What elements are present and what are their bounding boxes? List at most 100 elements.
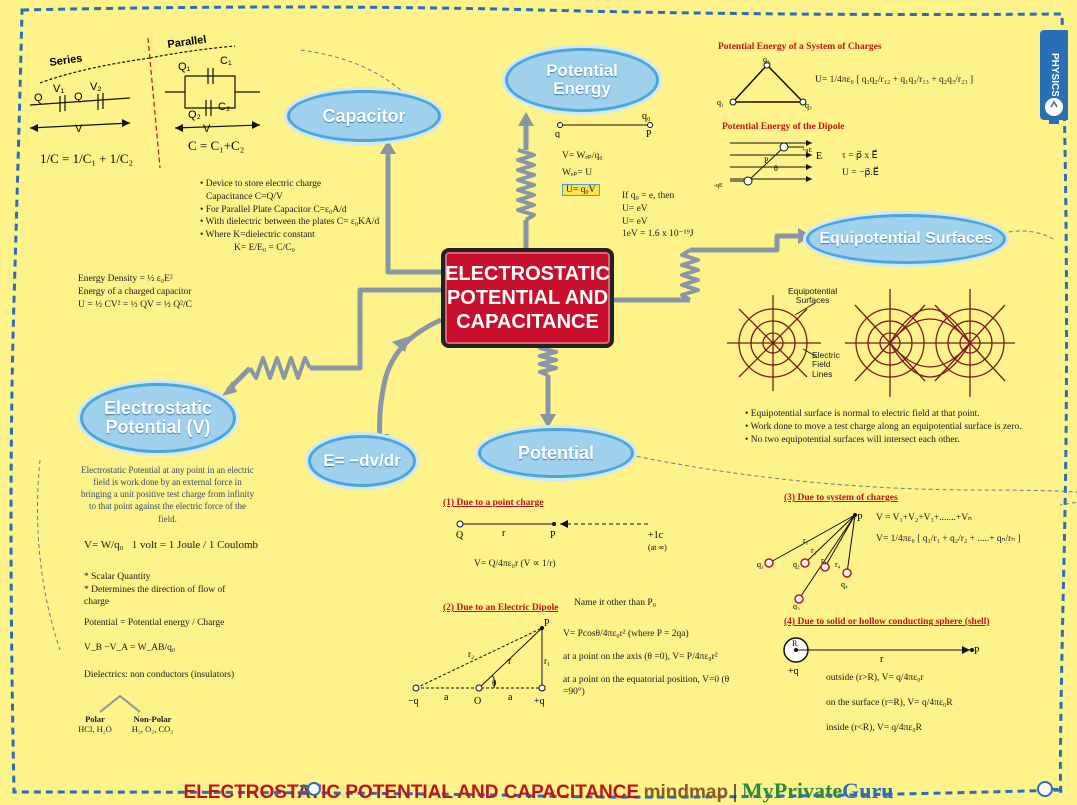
electron-volt-notes: If q₀ = e, then U= eV U= eV 1eV = 1.6 x … — [622, 190, 742, 241]
triangle-q2: q₂ — [763, 55, 770, 64]
pc-p: P — [550, 530, 556, 541]
center-title: ELECTROSTATIC POTENTIAL AND CAPACITANCE — [441, 248, 614, 348]
physics-tab-label: PHYSICS — [1049, 53, 1060, 97]
capacitor-note-6: K= E/E₀ = C/C₀ — [234, 243, 295, 254]
footer-mindmap: mindmap — [643, 782, 729, 803]
equip-point-1: Equipotential surface is normal to elect… — [745, 408, 1035, 421]
series-q: Q — [34, 92, 43, 104]
capacitor-note-5: Where K=dielectric constant — [200, 229, 400, 242]
dipole-plus-q: +q — [534, 696, 545, 707]
capacitor-note-4: With dielectric between the plates C= ε₀… — [200, 216, 400, 229]
node-electrostatic-potential-line-2: Potential (V) — [105, 417, 211, 437]
dielectric-branch — [99, 694, 141, 713]
dipole-energy-title: Potential Energy of the Dipole — [722, 122, 845, 132]
sphere-plus-q: +q — [788, 666, 799, 676]
equipotential-points: Equipotential surface is normal to elect… — [745, 408, 1035, 446]
pe-wep-eq: Wₑₚ= U — [562, 167, 593, 178]
dipole-theta-angle: θ — [492, 678, 496, 688]
series-v: V — [75, 123, 83, 135]
dipole-plus-qe: +qE — [802, 148, 812, 154]
charge-triangle-diagram: q₂ q₁ q₃ — [717, 55, 812, 110]
node-capacitor-label: Capacitor — [322, 105, 406, 126]
pe-p: P — [646, 129, 652, 138]
energy-of-capacitor-label: Energy of a charged capacitor — [78, 286, 192, 297]
dipole-p: P — [544, 618, 550, 629]
sp-sum: V = V₁+V₂+V₃+.......+Vₙ — [876, 513, 972, 523]
pc-q: Q — [456, 530, 464, 541]
polar-label: Polar — [85, 714, 105, 724]
pe-q0: q₀ — [642, 111, 651, 122]
parallel-formula: C = C₁+C₂ — [188, 138, 244, 153]
electric-field-lines-label: Electric Field Lines — [812, 350, 840, 379]
node-potential-energy-line-2: Energy — [553, 79, 611, 98]
dipole-axis: at a point on the axis (θ =0), V= P/4πε₀… — [563, 651, 718, 662]
energy-notes: Energy Density = ½ ε₀E² Energy of a char… — [78, 273, 278, 311]
brand-private: Private — [773, 778, 843, 803]
parallel-q1: Q₁ — [178, 61, 191, 73]
node-potential-label: Potential — [517, 442, 594, 463]
node-equipotential[interactable]: Equipotential Surfaces — [806, 214, 1006, 264]
dipole-e-label: E — [816, 151, 822, 162]
dipole-diagram: P −q O +q a a r r₁ r₂ θ — [408, 618, 550, 707]
center-title-line-2: POTENTIAL AND — [446, 287, 609, 309]
dipole-formula: V= Pcosθ/4πε₀r² (where P = 2qa) — [563, 629, 689, 639]
dipole-equatorial: at a point on the equatorial position, V… — [563, 674, 730, 698]
pe-ev-definition: 1eV = 1.6 x 10⁻¹⁹J — [622, 229, 694, 240]
dipole-r2: r₂ — [468, 649, 474, 659]
dipole-r: r — [508, 656, 512, 667]
parallel-q2: Q₂ — [188, 109, 201, 121]
system-potential-formulas: V = V₁+V₂+V₃+.......+Vₙ V= 1/4πε₀ [ q₁/r… — [876, 512, 1066, 546]
series-label: Series — [49, 52, 83, 68]
dipole-minus-q: −q — [408, 696, 419, 707]
pe-u-ev-2: U= eV — [622, 216, 648, 227]
node-capacitor[interactable]: Capacitor — [287, 90, 441, 142]
field-label-1: Electric — [812, 350, 840, 360]
node-electrostatic-potential[interactable]: Electrostatic Potential (V) — [80, 383, 236, 453]
footer: ELECTROSTATIC POTENTIAL AND CAPACITANCE … — [0, 776, 1077, 803]
series-v2: V₂ — [90, 81, 102, 93]
pc-infinity: (at ∞) — [648, 543, 667, 552]
energy-density: Energy Density = ½ ε₀E² — [78, 274, 173, 284]
footer-brand[interactable]: MyPrivateGuru — [742, 778, 894, 803]
ep-potential-eq: Potential = Potential energy / Charge — [84, 618, 225, 629]
field-label-2: Field — [812, 359, 831, 370]
dipole-a-1: a — [444, 692, 449, 703]
sp-q3: q₃ — [793, 602, 800, 610]
sphere-formulas: outside (r>R), V= q/4πε₀r on the surface… — [826, 672, 1046, 734]
capacitor-note-1: Device to store electric charge — [200, 178, 400, 191]
ep-volt-eq: 1 volt = 1 Joule / 1 Coulomb — [131, 539, 259, 551]
sphere-surface: on the surface (r=R), V= q/4πε₀R — [826, 697, 953, 708]
capacitor-circuit-diagram: Series Parallel Q V₁ Q V₂ V Q₁ C₁ Q₂ C₂ … — [29, 34, 261, 169]
pe-u-ev-1: U= eV — [622, 203, 648, 214]
potential-energy-notes: V= Wₑₚ/q₀ Wₑₚ= U U= q₀V — [562, 150, 692, 196]
node-potential[interactable]: Potential — [478, 428, 634, 478]
nonpolar-examples: H₂, O₂, CO₂ — [131, 724, 174, 734]
pc-test-charge: +1c — [648, 530, 664, 541]
system-charges-formula: U= 1/4πε₀ [ q₁q₂/r₁₂ + q₁q₃/r₁₃ + q₂q₃/r… — [815, 75, 974, 85]
dipole-energy-formulas: τ = p⃗ x E⃗ U = −p⃗.E⃗ — [842, 150, 879, 180]
system-charges-diagram: P q₁ q₂ q₄ q₃ r₁ r₂ r₃ r₄ — [757, 513, 863, 610]
ep-v-eq: V= W/q₀ — [84, 539, 124, 551]
triangle-q3: q₃ — [805, 101, 812, 110]
ep-scalar: Scalar Quantity — [91, 571, 151, 582]
node-potential-energy[interactable]: Potential Energy — [505, 48, 659, 112]
pe-if-q0: If q₀ = e, then — [622, 191, 675, 201]
footer-title: ELECTROSTATIC POTENTIAL AND CAPACITANCE — [183, 782, 640, 803]
dipole-torque: τ = p⃗ x E⃗ — [842, 151, 878, 161]
point-charge-formula: V= Q/4πε₀r (V ∝ 1/r) — [474, 559, 556, 569]
pe-q: q — [555, 129, 560, 138]
node-field-relation[interactable]: E= −dv/dr — [308, 435, 416, 487]
system-potential-title: (3) Due to system of charges — [784, 493, 898, 503]
dipole-r1: r₁ — [544, 656, 550, 666]
sphere-diagram: R r P +q — [783, 637, 980, 676]
equip-surfaces-label-1: Equipotential — [788, 286, 838, 296]
electrostatic-potential-notes: V= W/q₀ 1 volt = 1 Joule / 1 Coulomb * S… — [84, 538, 304, 682]
series-v1: V₁ — [53, 83, 64, 95]
nonpolar-label: Non-Polar — [133, 714, 172, 724]
sp-formula: V= 1/4πε₀ [ q₁/r₁ + q₂/r₂ + .....+ qₙ/rₙ… — [876, 533, 1021, 544]
pc-r: r — [502, 528, 506, 539]
node-equipotential-label: Equipotential Surfaces — [819, 229, 993, 247]
potential-energy-diagram: q q₀ P — [555, 111, 653, 138]
dipole-a-2: a — [508, 692, 513, 703]
equip-point-3: No two equipotential surfaces will inter… — [745, 434, 1035, 447]
